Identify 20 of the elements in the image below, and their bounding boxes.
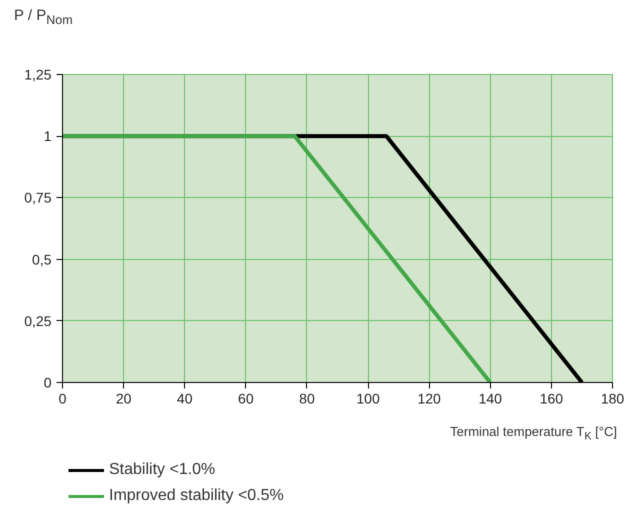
x-tick-label: 0 bbox=[58, 390, 67, 406]
x-tick-label: 120 bbox=[417, 390, 442, 406]
y-tick-label: 1 bbox=[44, 128, 52, 144]
x-tick-label: 180 bbox=[600, 390, 624, 406]
x-tick-label: 160 bbox=[540, 390, 564, 406]
x-axis-title: Terminal temperature T$_{K}$ [°C] bbox=[450, 423, 617, 445]
y-axis-title: P / P$_{Nom}$ bbox=[14, 6, 73, 29]
y-tick-label: 1,25 bbox=[24, 66, 52, 82]
y-tick-label: 0,75 bbox=[24, 190, 52, 206]
x-tick-label: 140 bbox=[478, 390, 502, 406]
y-tick-label: 0 bbox=[44, 374, 52, 390]
y-tick-label: 0,25 bbox=[24, 312, 52, 329]
x-tick-label: 20 bbox=[116, 390, 132, 406]
x-tick-label: 60 bbox=[238, 390, 254, 406]
x-tick-label: 80 bbox=[299, 390, 315, 406]
y-tick-label: 0,5 bbox=[32, 251, 52, 268]
x-tick-label: 40 bbox=[176, 390, 193, 406]
legend-label: Stability <1.0% bbox=[109, 461, 216, 479]
legend-label: Improved stability <0.5% bbox=[109, 487, 284, 505]
x-tick-label: 100 bbox=[356, 390, 380, 406]
